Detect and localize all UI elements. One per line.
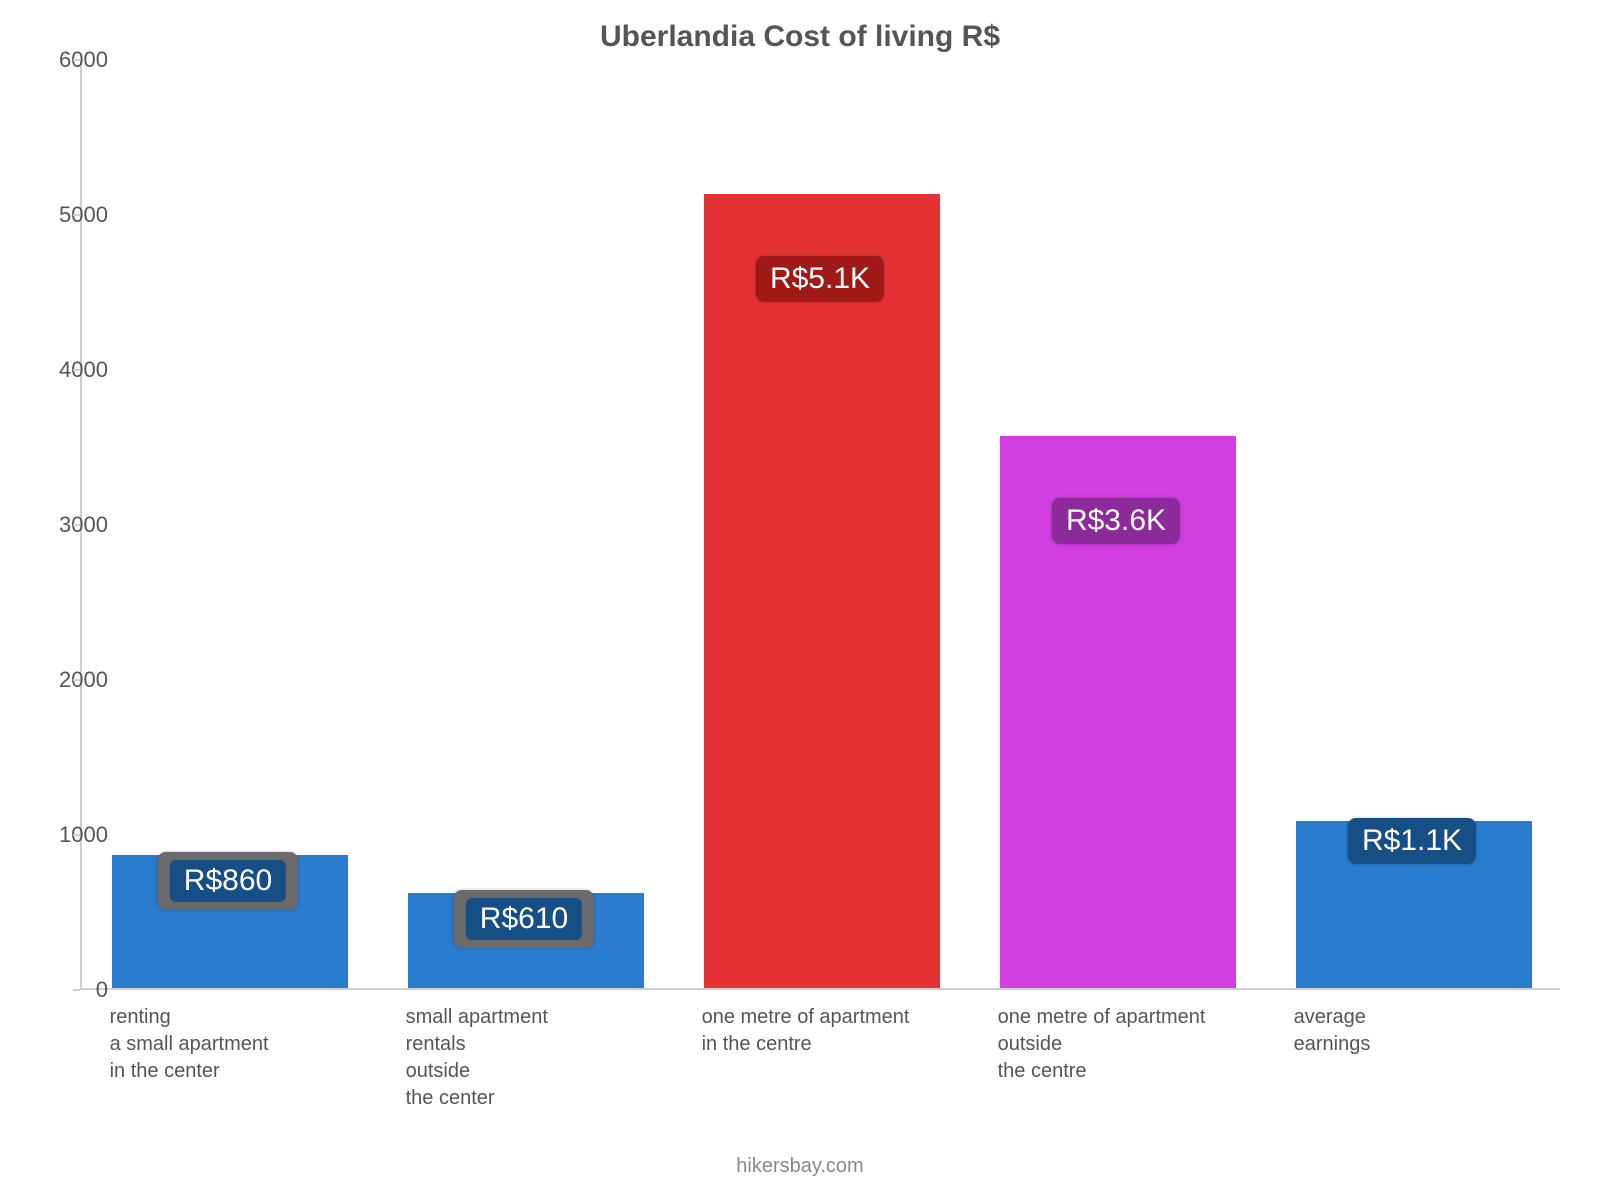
chart-footer: hikersbay.com xyxy=(0,1155,1600,1178)
ytick-mark xyxy=(73,679,80,681)
bar-value-label: R$610 xyxy=(454,890,594,948)
bar-value-label: R$860 xyxy=(158,852,298,910)
xtick-label: one metre of apartment outside the centr… xyxy=(998,1004,1206,1085)
bar-value-label: R$5.1K xyxy=(756,256,884,302)
bar-value-label: R$1.1K xyxy=(1348,818,1476,864)
bar-value-label: R$3.6K xyxy=(1052,498,1180,544)
ytick-label: 4000 xyxy=(59,357,108,383)
xtick-label: one metre of apartment in the centre xyxy=(702,1004,910,1058)
ytick-label: 2000 xyxy=(59,667,108,693)
chart-title: Uberlandia Cost of living R$ xyxy=(0,20,1600,54)
ytick-label: 0 xyxy=(96,977,108,1003)
ytick-label: 5000 xyxy=(59,202,108,228)
ytick-mark xyxy=(73,834,80,836)
ytick-label: 3000 xyxy=(59,512,108,538)
ytick-mark xyxy=(73,989,80,991)
xtick-label: average earnings xyxy=(1294,1004,1371,1058)
ytick-mark xyxy=(73,214,80,216)
plot-area xyxy=(80,60,1560,990)
bar xyxy=(704,194,941,988)
xtick-label: small apartment rentals outside the cent… xyxy=(406,1004,548,1112)
xtick-label: renting a small apartment in the center xyxy=(110,1004,269,1085)
ytick-label: 6000 xyxy=(59,47,108,73)
chart-container: Uberlandia Cost of living R$ hikersbay.c… xyxy=(0,0,1600,1200)
ytick-mark xyxy=(73,524,80,526)
ytick-mark xyxy=(73,59,80,61)
ytick-label: 1000 xyxy=(59,822,108,848)
ytick-mark xyxy=(73,369,80,371)
